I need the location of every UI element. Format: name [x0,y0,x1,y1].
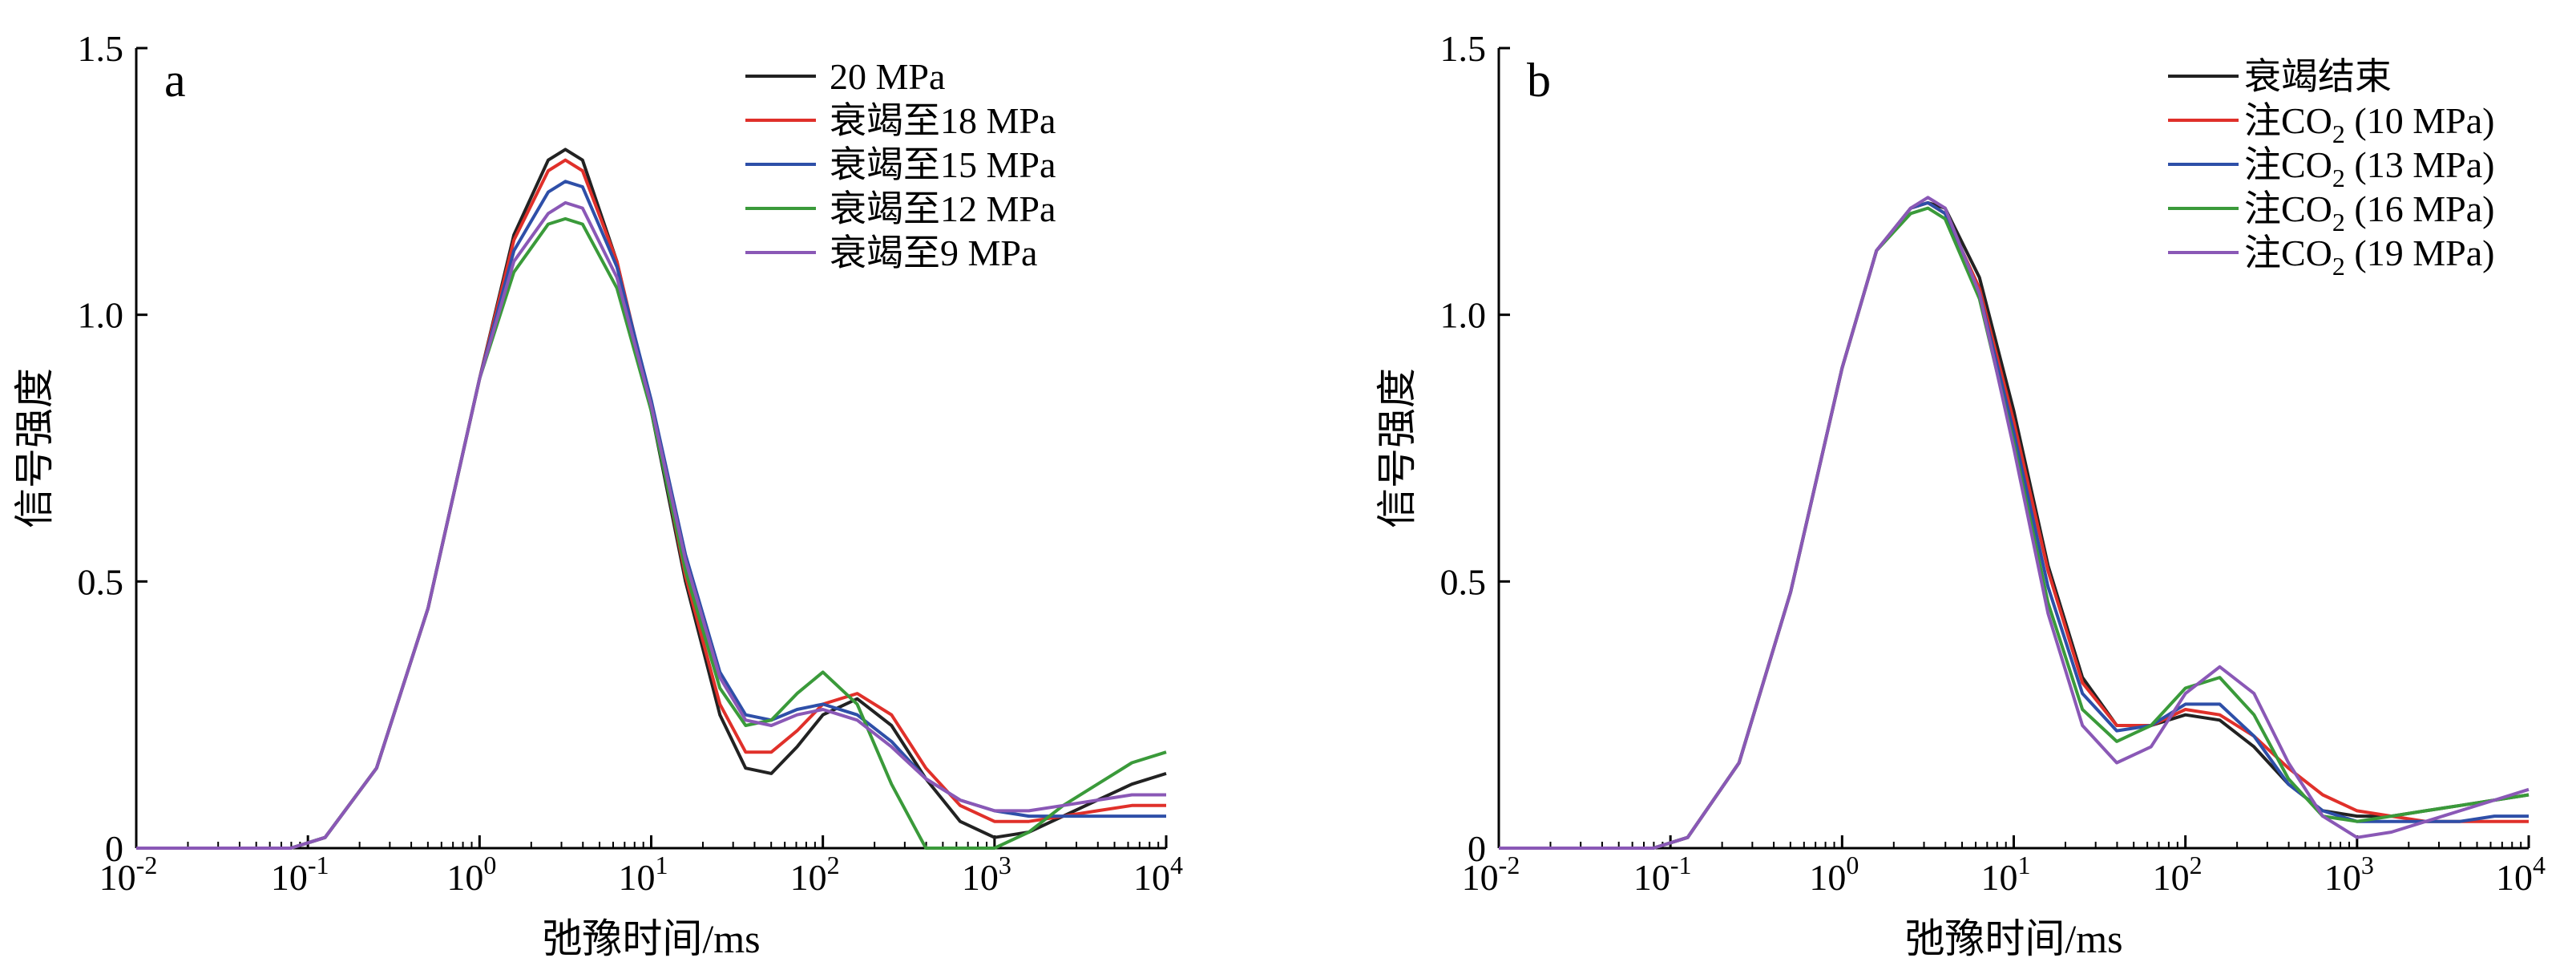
y-tick-label: 1.0 [78,295,124,336]
series-line [1499,200,2530,850]
legend-label: 注CO2 (13 MPa) [2244,144,2494,192]
x-tick-label: 104 [1133,851,1183,898]
series-line [136,200,1166,850]
x-tick-label: 101 [1981,851,2031,898]
legend-label: 20 MPa [830,56,945,97]
x-tick-label: 102 [790,851,840,898]
y-tick-label: 1.5 [78,28,124,69]
y-tick-label: 0.5 [1440,561,1487,602]
x-tick-label: 100 [446,851,496,898]
legend-label: 衰竭至18 MPa [830,100,1056,141]
panel-b: 0 0.5 1.0 1.5 10-2 10-1 100 101 102 103 104 弛豫时间/ms… [1375,28,2546,961]
series-line [1499,200,2529,850]
x-tick-label: 103 [2324,851,2374,898]
legend-label: 衰竭结束 [2244,56,2392,97]
x-tick-label: 10-1 [271,851,329,898]
x-tick-label: 10-1 [1633,851,1692,898]
x-tick-label: 104 [2496,851,2546,898]
x-axis-title: 弛豫时间/ms [1904,916,2122,961]
legend-label: 衰竭至12 MPa [830,188,1056,229]
series-line [1499,206,2530,850]
panel-label: a [164,54,186,107]
y-tick-label: 1.5 [1440,28,1487,69]
x-tick-label: 10-2 [99,851,158,898]
legend-label: 衰竭至9 MPa [830,232,1037,273]
y-axis-title: 信号强度 [12,368,57,528]
y-tick-label: 0 [1468,828,1486,869]
panel-a: 0 0.5 1.0 1.5 10-2 10-1 100 101 102 103 104 弛豫时间/ms… [12,28,1183,961]
series-line [1499,196,2530,850]
y-axis-title: 信号强度 [1375,368,1419,528]
y-tick-label: 0 [105,828,123,869]
series-line [136,180,1166,850]
x-tick-label: 103 [962,851,1011,898]
x-tick-label: 10-2 [1462,851,1520,898]
legend-label: 注CO2 (10 MPa) [2244,100,2494,148]
series-line [136,216,1167,850]
y-tick-label: 0.5 [78,561,124,602]
x-tick-label: 102 [2153,851,2203,898]
y-tick-label: 1.0 [1440,295,1487,336]
x-tick-label: 101 [619,851,668,898]
panel-label: b [1527,54,1551,107]
x-axis-title: 弛豫时间/ms [542,916,760,961]
legend-label: 注CO2 (16 MPa) [2244,188,2494,236]
x-tick-label: 100 [1809,851,1859,898]
legend-label: 注CO2 (19 MPa) [2244,232,2494,281]
legend-label: 衰竭至15 MPa [830,144,1056,185]
series-line [1499,200,2529,850]
